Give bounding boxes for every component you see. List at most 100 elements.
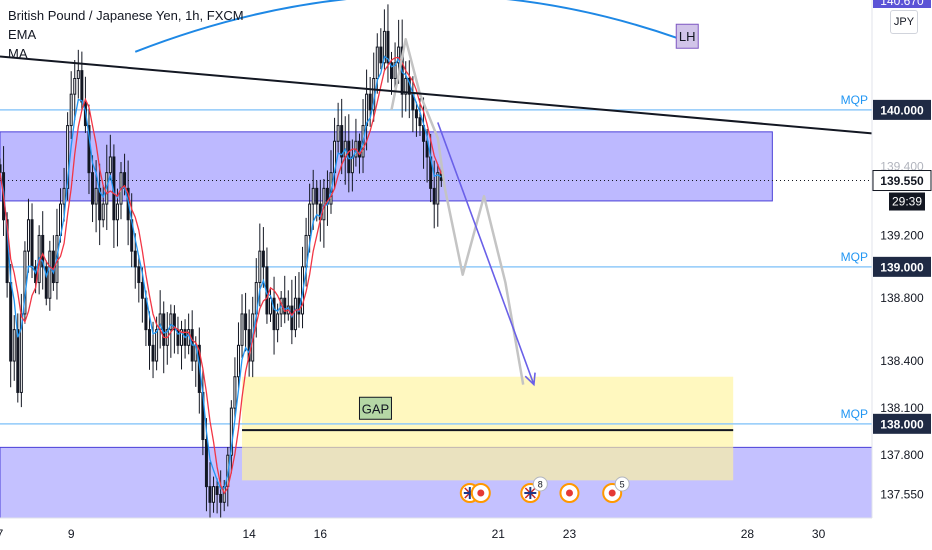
price-tick-label: 138.400 <box>880 354 924 368</box>
time-tick-label: 9 <box>68 527 75 541</box>
candle-body <box>382 30 386 64</box>
countdown-label: 29:39 <box>892 195 922 209</box>
countdown-badge <box>889 192 925 211</box>
top-price-label: 140.670 <box>880 0 924 8</box>
candle-body <box>258 250 262 284</box>
candle-body <box>41 234 45 268</box>
candle-body <box>215 486 219 495</box>
candle-body <box>390 62 394 79</box>
event-count-badge <box>532 476 548 492</box>
candle-body <box>101 203 105 221</box>
candle-body <box>73 77 77 95</box>
projection-arrowhead <box>524 372 536 387</box>
mqp-text: MQP <box>841 407 868 421</box>
candle-body <box>261 250 265 268</box>
candle-body <box>208 486 212 503</box>
ema-indicator-label[interactable]: EMA <box>8 27 37 42</box>
candle-body <box>137 266 141 284</box>
candle-body <box>404 77 408 95</box>
candle-body <box>30 219 34 268</box>
candle-body <box>91 172 95 205</box>
candle-body <box>276 313 280 331</box>
time-tick-label: 16 <box>314 527 328 541</box>
candle-body <box>204 439 208 488</box>
candle-body <box>375 46 379 79</box>
lh-label: LH <box>679 29 696 44</box>
event-count-text: 8 <box>538 480 543 490</box>
candle-body <box>340 125 344 158</box>
candle-body <box>155 329 159 362</box>
price-tick-label: 137.550 <box>880 487 924 501</box>
candle-body <box>233 376 237 409</box>
ma-indicator-label[interactable]: MA <box>8 46 28 61</box>
candle-body <box>147 329 151 346</box>
mqp-price-badge <box>873 413 931 434</box>
ghost-projection-path <box>390 37 525 385</box>
mqp-price-label: 140.000 <box>880 103 924 117</box>
candle-body <box>16 329 20 393</box>
ma-line <box>0 56 442 495</box>
mqp-price-label: 139.000 <box>880 260 924 274</box>
candle-body <box>9 282 13 362</box>
annotations-layer: LH GAP 8 5 <box>358 23 699 503</box>
currency-button[interactable]: JPY <box>890 10 918 34</box>
candle-body <box>12 329 16 362</box>
candle-body <box>350 156 354 174</box>
candle-body <box>272 297 276 331</box>
candle-body <box>229 407 233 456</box>
ema-line <box>0 55 442 490</box>
lh-label-box <box>675 23 699 49</box>
candle-body <box>268 297 272 315</box>
candle-body <box>414 109 418 119</box>
indicators-layer <box>0 55 442 495</box>
candle-body <box>315 187 319 205</box>
symbol-title[interactable]: British Pound / Japanese Yen, 1h, FXCM <box>8 8 244 23</box>
candle-body <box>308 203 312 236</box>
candle-body <box>180 329 184 346</box>
current-price-badge <box>872 170 932 192</box>
price-tick-label: 138.100 <box>880 401 924 415</box>
scale-corner <box>872 518 932 550</box>
candle-body <box>336 125 340 142</box>
candle-body <box>151 344 155 362</box>
candle-body <box>368 93 372 111</box>
mqp-price-badge <box>873 256 931 277</box>
candle-body <box>247 329 251 362</box>
zones-layer <box>0 131 873 519</box>
event-count-text: 5 <box>620 480 625 490</box>
candle-body <box>322 187 326 221</box>
projection-arrow <box>437 122 535 385</box>
mqp-price-badge <box>873 99 931 120</box>
gap-label: GAP <box>362 401 389 416</box>
candle-body <box>80 70 84 103</box>
time-scale-labels: 7 9 14 16 21 23 28 30 <box>0 527 826 541</box>
candle-body <box>393 62 397 79</box>
time-tick-label: 23 <box>563 527 577 541</box>
candle-body <box>418 117 422 127</box>
candle-body <box>425 140 429 158</box>
candle-body <box>48 250 52 299</box>
drawings-layer <box>0 0 873 432</box>
price-tick-label: 139.200 <box>880 228 924 242</box>
price-tick-label: 138.800 <box>880 291 924 305</box>
distribution-arc <box>134 0 677 53</box>
time-scale-panel[interactable] <box>0 518 872 550</box>
candle-body <box>87 125 91 174</box>
candle-body <box>133 250 137 268</box>
candle-body <box>436 172 440 205</box>
candle-body <box>244 313 248 331</box>
top-price-badge <box>873 0 931 8</box>
candle-body <box>311 187 315 205</box>
gap-label-box <box>358 396 392 420</box>
descending-trendline <box>0 55 873 135</box>
candle-body <box>108 156 112 174</box>
time-tick-label: 21 <box>492 527 506 541</box>
candle-body <box>26 219 30 252</box>
candle-body <box>169 313 173 331</box>
time-tick-label: 30 <box>812 527 826 541</box>
candle-body <box>222 486 226 503</box>
candle-body <box>162 313 166 346</box>
candle-body <box>23 250 27 315</box>
time-tick-label: 28 <box>741 527 755 541</box>
